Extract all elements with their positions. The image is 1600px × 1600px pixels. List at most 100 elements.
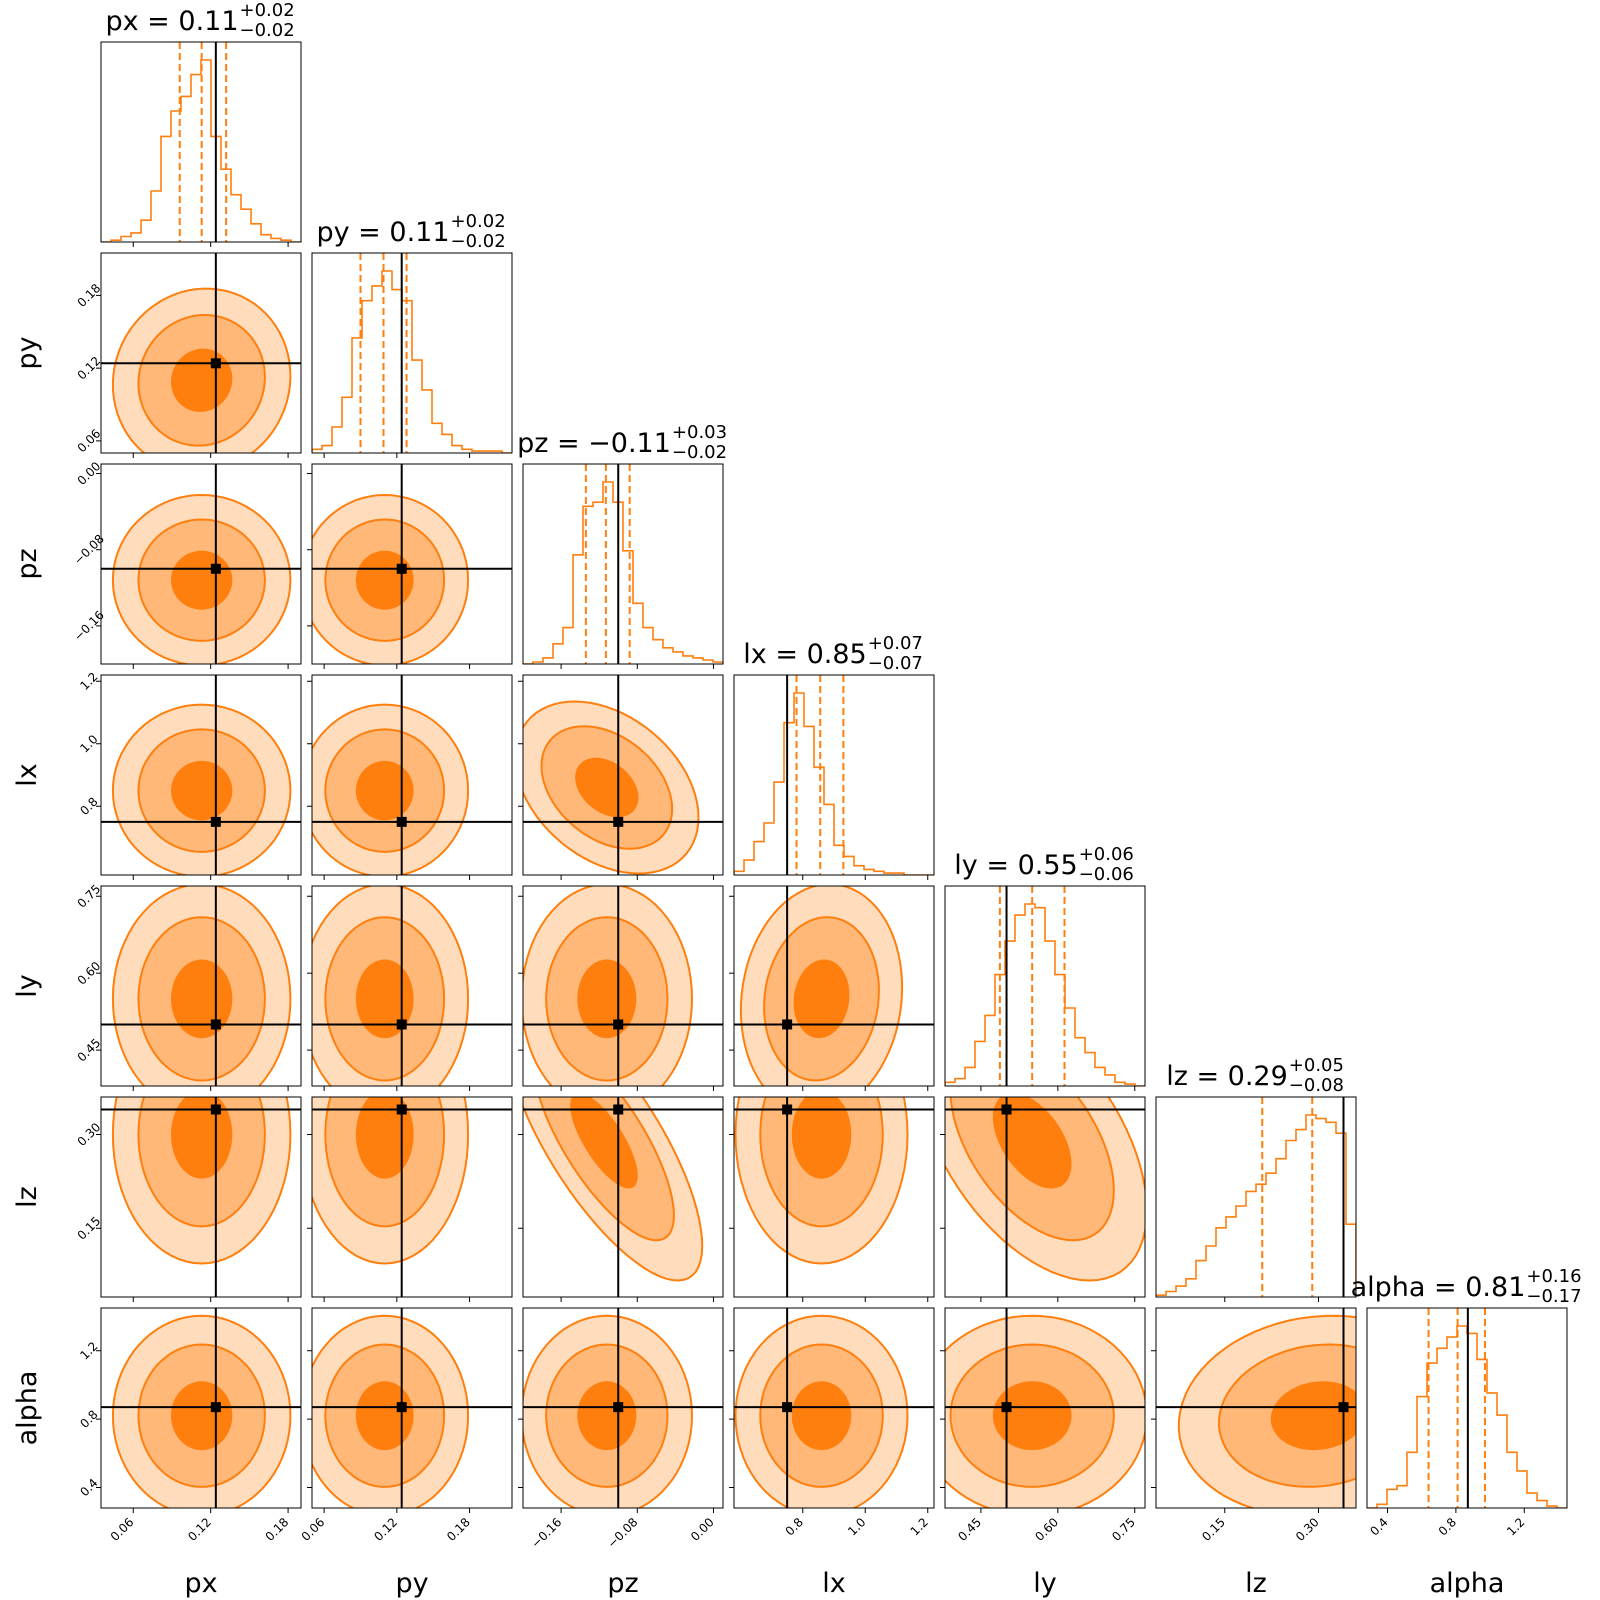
panel-frame-5-3 <box>733 1096 935 1298</box>
contour-panel-lx-vs-px <box>101 675 301 875</box>
contour-3-sigma-alpha-vs-pz <box>577 1381 637 1451</box>
panel-frame-4-3 <box>733 885 935 1087</box>
contour-3-sigma-lz-vs-lx <box>791 1097 852 1179</box>
x-tick-label-px-1: 0.12 <box>185 1515 214 1544</box>
truth-marker-lz-vs-ly <box>1001 1104 1012 1115</box>
histogram-steps-pz <box>523 481 723 664</box>
panel-frame-6-5 <box>1155 1307 1357 1509</box>
x-tick-label-py-1: 0.12 <box>371 1515 400 1544</box>
title-prefix-py: py = <box>316 217 389 248</box>
y-axis-label-py: py <box>12 336 43 369</box>
x-axis-label-lz: lz <box>1245 1568 1267 1599</box>
contour-panel-py-vs-px <box>101 253 301 453</box>
panel-frame-4-2 <box>522 885 724 1087</box>
truth-marker-alpha-vs-pz <box>613 1402 624 1413</box>
title-minus-lx: −0.07 <box>868 653 923 674</box>
x-axis-label-ly: ly <box>1033 1568 1057 1599</box>
contour-panel-lz-vs-lx <box>734 1097 934 1297</box>
contour-3-sigma-alpha-vs-lz <box>1270 1381 1356 1451</box>
contour-panel-lx-vs-py <box>312 675 512 875</box>
truth-marker-lz-vs-pz <box>613 1104 624 1115</box>
x-axis-label-lx: lx <box>822 1568 846 1599</box>
panel-title-lx: lx = 0.85 <box>743 639 866 670</box>
panel-frame-2-0 <box>100 463 302 665</box>
truth-marker-ly-vs-py <box>396 1019 407 1030</box>
x-tick-label-lz-0: 0.15 <box>1199 1515 1228 1544</box>
histogram-steps-lx <box>734 692 934 875</box>
contour-3-sigma-alpha-vs-lx <box>791 1381 852 1451</box>
x-tick-label-ly-0: 0.45 <box>955 1515 984 1544</box>
contour-panel-ly-vs-pz <box>523 886 723 1086</box>
title-plus-pz: +0.03 <box>672 422 727 443</box>
truth-marker-alpha-vs-px <box>210 1402 221 1413</box>
contour-panel-lx-vs-pz <box>523 675 723 875</box>
x-tick-label-ly-2: 0.75 <box>1109 1515 1138 1544</box>
title-plus-ly: +0.06 <box>1079 844 1134 865</box>
panel-frame-5-2 <box>522 1096 724 1298</box>
x-tick-label-ly-1: 0.60 <box>1032 1515 1061 1544</box>
title-minus-ly: −0.06 <box>1079 864 1134 885</box>
truth-marker-lx-vs-pz <box>613 816 624 827</box>
histogram-steps-lz <box>1156 1114 1356 1297</box>
title-plus-lx: +0.07 <box>868 633 923 654</box>
truth-marker-ly-vs-px <box>210 1019 221 1030</box>
panel-frame-2-2 <box>522 463 724 665</box>
truth-marker-pz-vs-px <box>210 563 221 574</box>
truth-marker-ly-vs-pz <box>613 1019 624 1030</box>
panel-frame-5-5 <box>1155 1096 1357 1298</box>
x-tick-label-lz-1: 0.30 <box>1293 1515 1322 1544</box>
truth-marker-ly-vs-lx <box>782 1019 793 1030</box>
truth-marker-pz-vs-py <box>396 563 407 574</box>
title-minus-lz: −0.08 <box>1289 1075 1344 1096</box>
title-median-lz: 0.29 <box>1228 1061 1288 1092</box>
truth-marker-lz-vs-py <box>396 1104 407 1115</box>
x-tick-label-py-2: 0.18 <box>444 1515 473 1544</box>
x-tick-label-pz-1: −0.08 <box>605 1515 641 1551</box>
contour-3-sigma-ly-vs-pz <box>577 959 637 1039</box>
panel-frame-6-6 <box>1366 1307 1568 1509</box>
x-tick-label-alpha-0: 0.4 <box>1367 1515 1390 1538</box>
contour-3-sigma-pz-vs-py <box>355 550 414 610</box>
x-tick-label-px-0: 0.06 <box>108 1515 137 1544</box>
title-prefix-pz: pz = <box>517 428 588 459</box>
contour-panel-alpha-vs-py <box>312 1308 512 1508</box>
y-tick-label-alpha-1: 0.8 <box>77 1407 100 1430</box>
panel-frame-6-4 <box>944 1307 1146 1509</box>
contour-panel-alpha-vs-px <box>101 1308 301 1508</box>
title-median-px: 0.11 <box>178 6 238 37</box>
panel-frame-6-2 <box>522 1307 724 1509</box>
y-tick-label-lx-1: 1.0 <box>77 732 100 755</box>
title-median-alpha: 0.81 <box>1465 1272 1525 1303</box>
x-axis-label-alpha: alpha <box>1430 1568 1505 1599</box>
histogram-steps-py <box>312 270 512 453</box>
contour-3-sigma-ly-vs-px <box>170 959 233 1039</box>
panel-title-py: py = 0.11 <box>316 217 449 248</box>
x-tick-label-px-2: 0.18 <box>263 1515 292 1544</box>
title-minus-pz: −0.02 <box>672 442 727 463</box>
panel-frame-3-2 <box>522 674 724 876</box>
title-plus-lz: +0.05 <box>1289 1055 1344 1076</box>
x-tick-label-lx-2: 1.2 <box>908 1515 931 1538</box>
contour-3-sigma-ly-vs-py <box>355 959 414 1039</box>
x-tick-label-lx-1: 1.0 <box>845 1515 868 1538</box>
contour-panel-alpha-vs-pz <box>523 1308 723 1508</box>
contour-panel-lz-vs-ly <box>945 1097 1145 1297</box>
title-minus-alpha: −0.17 <box>1526 1286 1581 1307</box>
contour-3-sigma-lz-vs-py <box>355 1097 414 1179</box>
contour-3-sigma-alpha-vs-ly <box>992 1381 1072 1451</box>
y-tick-label-lx-0: 0.8 <box>77 795 100 818</box>
panel-frame-0-0 <box>100 41 302 243</box>
title-median-pz: −0.11 <box>588 428 671 459</box>
panel-frame-6-0 <box>100 1307 302 1509</box>
contour-3-sigma-ly-vs-lx <box>793 959 850 1039</box>
histogram-px <box>101 42 301 242</box>
contour-3-sigma-pz-vs-px <box>170 550 233 610</box>
panel-frame-6-1 <box>311 1307 513 1509</box>
panel-title-pz: pz = −0.11 <box>517 428 671 459</box>
contour-3-sigma-lz-vs-pz <box>570 1097 638 1189</box>
histogram-lx <box>734 675 934 875</box>
panel-frame-3-1 <box>311 674 513 876</box>
title-prefix-px: px = <box>105 6 178 37</box>
contour-3-sigma-lx-vs-px <box>170 760 233 821</box>
truth-marker-lz-vs-px <box>210 1104 221 1115</box>
